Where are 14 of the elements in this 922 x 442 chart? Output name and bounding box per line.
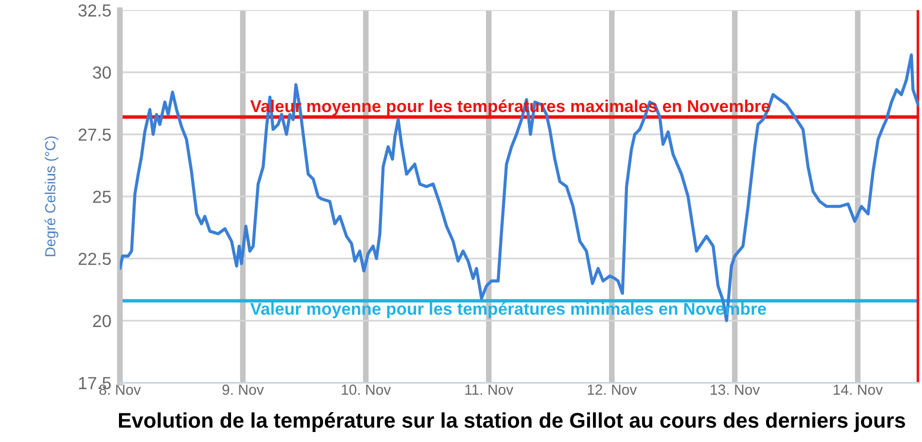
y-tick-label: 27.5 bbox=[78, 128, 111, 141]
y-tick-label: 25 bbox=[93, 190, 111, 203]
y-tick-label: 30 bbox=[92, 66, 111, 79]
text: Evolution de la température sur la station de Gillot au cours des derniers jours bbox=[118, 412, 906, 432]
x-tick-label: 14. Nov bbox=[834, 384, 883, 395]
y-tick-label: 32.5 bbox=[78, 4, 111, 17]
x-tick-label: 9. Nov bbox=[222, 384, 264, 395]
y-axis-title: Degré Celsius (°C) bbox=[44, 136, 58, 256]
x-tick-label: 12. Nov bbox=[588, 384, 637, 395]
x-tick-label: 13. Nov bbox=[710, 384, 760, 395]
y-tick-label: 20 bbox=[93, 314, 111, 328]
x-tick-label: 11. Nov bbox=[465, 384, 514, 395]
y-tick-label: 22.5 bbox=[78, 252, 111, 266]
x-tick-label: 10. Nov bbox=[342, 384, 391, 395]
